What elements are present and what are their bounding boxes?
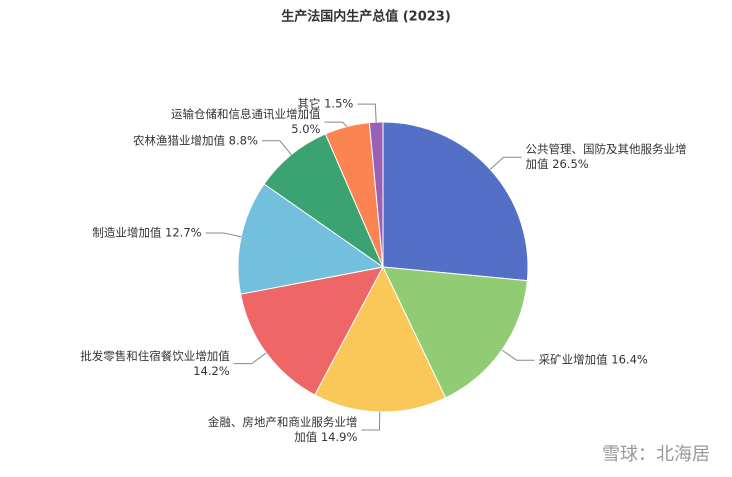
pie-slice [382,121,529,282]
slice-value: 26.5% [552,157,589,172]
leader-line [261,140,292,156]
slice-label: 制造业增加值 12.7% [52,225,202,240]
slice-name: 公共管理、国防及其他服务业增加值 [525,142,687,172]
source-label: 雪球：北海居 [602,444,710,465]
leader-line [357,103,377,123]
leader-line [205,232,242,238]
pie-slice [314,265,447,413]
slice-name: 农林渔猎业增加值 [133,133,226,148]
slice-name: 其它 [297,96,321,111]
slice-label: 公共管理、国防及其他服务业增加值 26.5% [526,142,691,172]
slice-value: 12.7% [165,225,202,240]
slice-label: 运输仓储和信息通讯业增加值 5.0% [170,107,321,137]
pie-slice [368,121,384,268]
slice-name: 采矿业增加值 [538,352,608,367]
slice-label: 农林渔猎业增加值 8.8% [108,133,258,148]
pie-slice [382,266,528,399]
slice-label: 采矿业增加值 16.4% [539,353,704,368]
slice-label: 其它 1.5% [203,97,353,112]
leader-line [233,352,267,365]
slice-label: 批发零售和住宿餐饮业增加值 14.2% [80,349,230,379]
slice-name: 运输仓储和信息通讯业增加值 [170,107,321,122]
slice-value: 5.0% [291,122,321,137]
leader-line [489,156,522,170]
slice-value: 1.5% [324,96,354,111]
slice-name: 批发零售和住宿餐饮业增加值 [80,348,230,363]
slice-name: 金融、房地产和商业服务业增加值 [207,414,358,444]
slice-value: 8.8% [228,133,258,148]
leader-line [501,349,535,361]
leader-line [361,411,381,431]
slice-name: 制造业增加值 [92,225,162,240]
slice-value: 16.4% [611,352,648,367]
slice-value: 14.2% [193,363,230,378]
leader-line [324,121,348,127]
pie-slice [239,266,384,396]
slice-value: 14.9% [320,429,358,444]
slice-label: 金融、房地产和商业服务业增加值 14.9% [207,414,358,445]
chart-title: 生产法国内生产总值 (2023) [281,9,451,25]
